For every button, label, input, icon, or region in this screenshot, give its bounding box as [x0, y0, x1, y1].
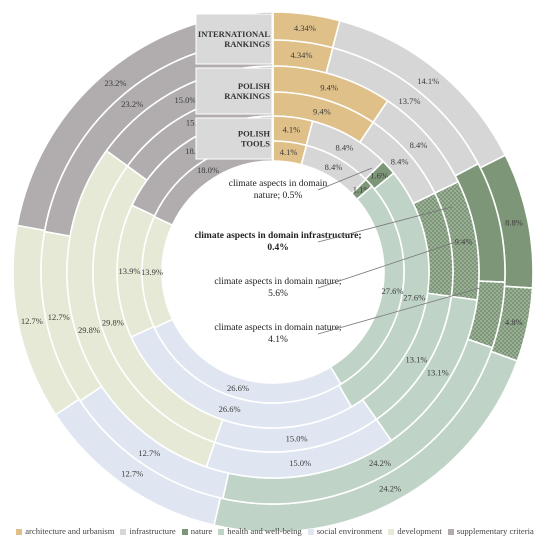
- ring-0-value-label-1: 14.1%: [417, 76, 439, 86]
- annotation-3-line-1: 4.1%: [268, 335, 288, 345]
- ring-1-value-label-6: 12.7%: [48, 312, 70, 322]
- ring-2-value-label-6: 15.0%: [174, 95, 196, 105]
- annotation-leader-0: [317, 167, 373, 191]
- legend-label-1: infrastructure: [129, 526, 176, 536]
- legend-label-3: health and well-being: [227, 526, 302, 536]
- ring-5-value-label-6: 18.0%: [197, 165, 219, 175]
- legend-item-4: social environment: [307, 526, 383, 536]
- ring-labels-group: INTERNATIONALRANKINGSPOLISHRANKINGSPOLIS…: [195, 13, 273, 160]
- annotation-1-line-1: 0.4%: [267, 243, 288, 253]
- legend-swatch-5: [388, 529, 395, 536]
- annotation-0-line-1: nature; 0.5%: [254, 191, 303, 201]
- ring-5-value-label-5: 13.9%: [141, 267, 163, 277]
- annotation-1-line-0: climate aspects in domain infrastructure…: [194, 231, 361, 241]
- legend-swatch-3: [218, 529, 225, 536]
- legend-item-1: infrastructure: [120, 526, 176, 536]
- ring-1-value-label-1: 13.7%: [399, 96, 421, 106]
- legend-item-6: supplementary criteria: [447, 526, 534, 536]
- ring-5-value-label-4: 26.6%: [227, 383, 249, 393]
- annotation-leader-1: [317, 206, 453, 243]
- ring-2-value-label-5: 29.8%: [78, 325, 100, 335]
- ring-0-value-label-5: 12.7%: [121, 469, 143, 479]
- annotation-leader-2: [317, 239, 463, 289]
- ring-2-value-label-0: 9.4%: [320, 82, 338, 92]
- ring-3-value-label-3: 13.1%: [405, 354, 427, 364]
- ring-2-value-label-4: 15.0%: [289, 458, 311, 468]
- legend-swatch-2: [181, 529, 188, 536]
- ring-1-value-label-4: 24.2%: [369, 458, 391, 468]
- ring-4-value-label-3: 27.6%: [403, 293, 425, 303]
- annotation-0-line-0: climate aspects in domain: [229, 179, 328, 189]
- ring-3-value-label-1: 8.4%: [391, 157, 409, 167]
- ring-0-value-label-7: 23.2%: [104, 78, 126, 88]
- annotation-leader-3: [317, 287, 481, 335]
- ring-title-0-line-1: RANKINGS: [224, 39, 270, 49]
- ring-3-value-label-5: 29.8%: [102, 318, 124, 328]
- ring-2-value-label-3: 13.1%: [427, 367, 449, 377]
- ring-5-slice-6: [153, 140, 274, 227]
- ring-5-value-label-3: 27.6%: [382, 286, 404, 296]
- ring-title-1-line-0: POLISH: [238, 81, 271, 91]
- ring-3-value-label-4: 15.0%: [286, 433, 308, 443]
- ring-0-value-label-4: 24.2%: [379, 483, 401, 493]
- annotation-2-line-1: 5.6%: [268, 289, 288, 299]
- ring-2-value-label-2: 9.4%: [455, 237, 473, 247]
- annotations-group: climate aspects in domain nature; 0.5% cli…: [194, 167, 481, 345]
- ring-title-box-1: [195, 67, 273, 115]
- ring-4-value-label-0: 4.1%: [283, 125, 301, 135]
- legend-item-3: health and well-being: [218, 526, 302, 536]
- ring-0-value-label-3: 4.8%: [505, 317, 523, 327]
- legend-swatch-4: [307, 529, 314, 536]
- ring-0-value-label-2: 8.8%: [505, 218, 523, 228]
- ring-title-1-line-1: RANKINGS: [224, 91, 270, 101]
- ring-title-2-line-0: POLISH: [238, 129, 271, 139]
- ring-1-value-label-0: 4.34%: [291, 50, 313, 60]
- legend-label-2: nature: [190, 526, 213, 536]
- ring-3-value-label-0: 9.4%: [313, 106, 331, 116]
- ring-title-box-0: [195, 13, 273, 65]
- legend-label-4: social environment: [316, 526, 383, 536]
- ring-4-value-label-2: 1.6%: [370, 171, 388, 181]
- legend-swatch-0: [16, 529, 23, 536]
- ring-5-value-label-2: 1.1%: [353, 185, 371, 195]
- ring-0-value-label-6: 12.7%: [21, 316, 43, 326]
- legend-item-2: nature: [181, 526, 213, 536]
- ring-5-value-label-0: 4.1%: [280, 147, 298, 157]
- ring-4-value-label-1: 8.4%: [336, 143, 354, 153]
- ring-title-2-line-1: TOOLS: [241, 139, 270, 149]
- legend-label-6: supplementary criteria: [456, 526, 534, 536]
- legend-label-5: development: [397, 526, 442, 536]
- annotation-3-line-0: climate aspects in domain nature;: [214, 323, 341, 333]
- legend: architecture and urbanism infrastructure n…: [0, 526, 550, 536]
- rings-group: 4.34% 14.1% 8.8% 4.8% 24.2% 12.7% 12.7% 23.2% 4.…: [12, 11, 534, 533]
- ring-1-value-label-7: 23.2%: [121, 99, 143, 109]
- legend-swatch-6: [447, 529, 454, 536]
- legend-item-0: architecture and urbanism: [16, 526, 114, 536]
- legend-label-0: architecture and urbanism: [25, 526, 115, 536]
- ring-4-value-label-5: 13.9%: [119, 266, 141, 276]
- legend-item-5: development: [388, 526, 442, 536]
- ring-5-value-label-1: 8.4%: [325, 162, 343, 172]
- ring-4-value-label-4: 26.6%: [219, 404, 241, 414]
- annotation-2-line-0: climate aspects in domain nature;: [214, 277, 341, 287]
- ring-2-value-label-1: 8.4%: [410, 140, 428, 150]
- ring-0-value-label-0: 4.34%: [294, 23, 316, 33]
- legend-swatch-1: [120, 529, 127, 536]
- ring-1-value-label-5: 12.7%: [138, 448, 160, 458]
- ring-title-box-2: [195, 117, 273, 160]
- ring-title-0-line-0: INTERNATIONAL: [198, 29, 270, 39]
